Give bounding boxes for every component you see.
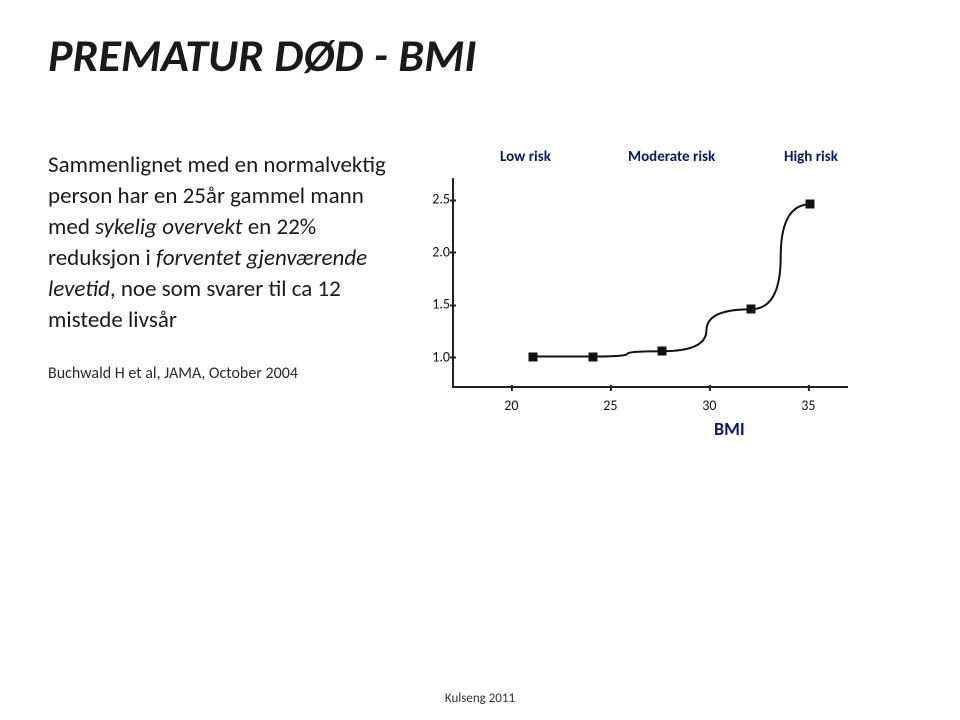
page-title: PREMATUR DØD - BMI: [48, 28, 912, 84]
x-tick: 35: [801, 397, 815, 414]
y-tick: 2.5: [426, 191, 450, 208]
y-tick: 1.5: [426, 296, 450, 313]
main-paragraph: Sammenlignet med en normalvektig person …: [48, 150, 388, 336]
risk-label-low: Low risk: [500, 148, 551, 166]
chart-marker: [588, 352, 597, 361]
x-tick: 25: [603, 397, 617, 414]
x-tick: 20: [504, 397, 518, 414]
para-em1: sykelig overvekt: [95, 213, 242, 241]
chart-marker: [529, 352, 538, 361]
chart-marker: [806, 200, 815, 209]
chart-marker: [657, 347, 666, 356]
citation: Buchwald H et al, JAMA, October 2004: [48, 364, 388, 383]
chart-marker: [747, 305, 756, 314]
x-tick: 30: [702, 397, 716, 414]
chart-column: Low risk Moderate risk High risk BMI 1.0…: [404, 144, 912, 444]
text-column: Sammenlignet med en normalvektig person …: [48, 144, 388, 383]
bmi-risk-chart: Low risk Moderate risk High risk BMI 1.0…: [404, 144, 874, 444]
plot-area: [452, 178, 848, 388]
content-row: Sammenlignet med en normalvektig person …: [48, 144, 912, 444]
risk-label-high: High risk: [784, 148, 838, 166]
footer: Kulseng 2011: [445, 691, 515, 706]
x-axis-label: BMI: [714, 418, 745, 440]
y-tick: 2.0: [426, 243, 450, 260]
chart-line: [454, 178, 848, 386]
risk-label-moderate: Moderate risk: [628, 148, 715, 166]
y-tick: 1.0: [426, 348, 450, 365]
